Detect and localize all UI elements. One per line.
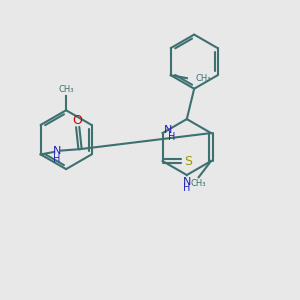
Text: H: H bbox=[183, 183, 190, 193]
Text: H: H bbox=[168, 132, 176, 142]
Text: N: N bbox=[164, 125, 172, 135]
Text: N: N bbox=[53, 146, 61, 156]
Text: CH₃: CH₃ bbox=[191, 179, 206, 188]
Text: S: S bbox=[184, 154, 193, 167]
Text: CH₃: CH₃ bbox=[195, 74, 211, 83]
Text: CH₃: CH₃ bbox=[58, 85, 74, 94]
Text: N: N bbox=[183, 176, 191, 187]
Text: H: H bbox=[53, 154, 61, 164]
Text: O: O bbox=[73, 114, 82, 127]
